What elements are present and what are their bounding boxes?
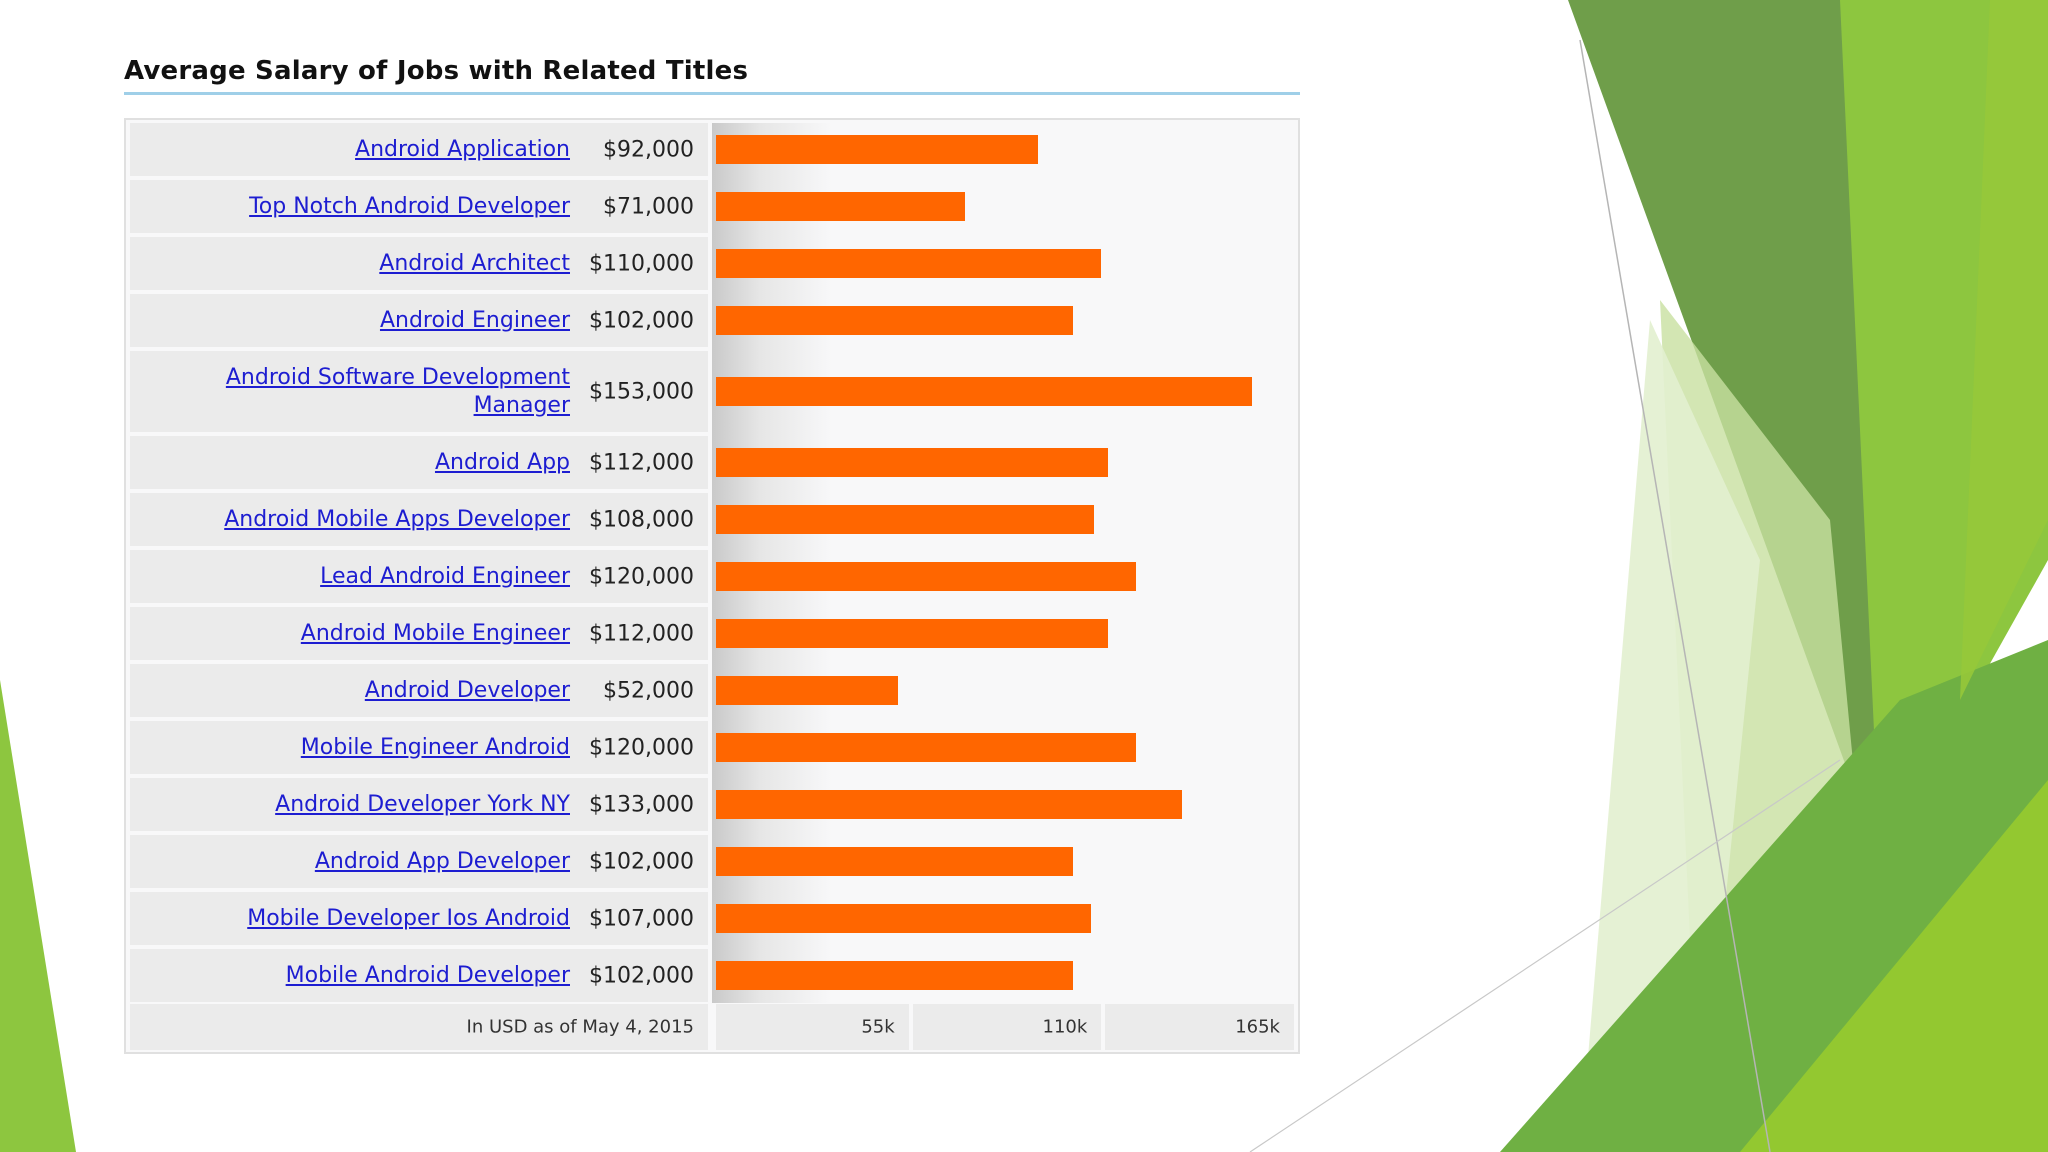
chart-title: Average Salary of Jobs with Related Titl… (124, 56, 749, 86)
salary-table: Android Application $92,000 Top Notch Andr… (124, 118, 1300, 1054)
axis-tick-label: 165k (1235, 1016, 1280, 1038)
job-title-link[interactable]: Mobile Android Developer (285, 962, 570, 988)
salary-bar (716, 306, 1074, 335)
job-title-link[interactable]: Android Software Development Manager (225, 364, 570, 418)
salary-value: $102,000 (589, 849, 694, 874)
salary-value: $71,000 (603, 194, 694, 219)
salary-value: $107,000 (589, 906, 694, 931)
thin-diagonal-line (1579, 39, 1771, 1152)
salary-bar (716, 904, 1091, 933)
job-title-link[interactable]: Mobile Developer Ios Android (247, 905, 570, 931)
axis-tick-label: 110k (1042, 1016, 1088, 1038)
salary-bar (716, 619, 1109, 648)
salary-value: $112,000 (589, 450, 694, 475)
table-row: Android App Developer $102,000 (130, 835, 708, 888)
salary-value: $153,000 (589, 379, 694, 404)
job-title-link[interactable]: Android Mobile Apps Developer (224, 506, 570, 532)
right-edge-lime-shape (1960, 0, 2048, 700)
table-row: Mobile Developer Ios Android $107,000 (130, 892, 708, 945)
salary-bar (716, 847, 1074, 876)
salary-value: $52,000 (603, 678, 694, 703)
table-row: Android App $112,000 (130, 436, 708, 489)
job-title-link[interactable]: Android App (434, 449, 570, 475)
job-title-link[interactable]: Android Engineer (379, 307, 570, 333)
table-row: Lead Android Engineer $120,000 (130, 550, 708, 603)
salary-bar (716, 192, 965, 221)
job-title-link[interactable]: Top Notch Android Developer (249, 193, 570, 219)
right-bottom-lime-shape (1740, 780, 2048, 1152)
axis-tick-cell: 165k (1105, 1004, 1294, 1050)
salary-value: $112,000 (589, 621, 694, 646)
job-title-link[interactable]: Android Developer York NY (275, 791, 570, 817)
table-row: Android Developer York NY $133,000 (130, 778, 708, 831)
table-row: Mobile Android Developer $102,000 (130, 949, 708, 1002)
salary-bar (716, 733, 1137, 762)
axis-tick-cell: 110k (912, 1004, 1102, 1050)
salary-bar (716, 135, 1039, 164)
thin-diagonal-line-2 (1249, 759, 1841, 1152)
job-title-link[interactable]: Android Developer (364, 677, 570, 703)
salary-value: $108,000 (589, 507, 694, 532)
salary-bar (716, 377, 1252, 406)
job-title-link[interactable]: Lead Android Engineer (320, 563, 570, 589)
salary-value: $120,000 (589, 735, 694, 760)
salary-value: $102,000 (589, 308, 694, 333)
table-row: Android Mobile Apps Developer $108,000 (130, 493, 708, 546)
table-row: Android Software Development Manager $153… (130, 351, 708, 432)
footnote-cell: In USD as of May 4, 2015 (130, 1004, 708, 1050)
table-row: Android Developer $52,000 (130, 664, 708, 717)
salary-value: $110,000 (589, 251, 694, 276)
job-title-link[interactable]: Android Application (355, 136, 570, 162)
job-title-link[interactable]: Mobile Engineer Android (300, 734, 570, 760)
axis-tick-label: 55k (861, 1016, 895, 1038)
table-row: Mobile Engineer Android $120,000 (130, 721, 708, 774)
salary-bar (716, 790, 1182, 819)
table-row: Android Architect $110,000 (130, 237, 708, 290)
salary-bar (716, 249, 1102, 278)
job-title-link[interactable]: Android Architect (379, 250, 570, 276)
salary-bar (716, 505, 1095, 534)
job-title-link[interactable]: Android App Developer (314, 848, 570, 874)
table-row: Top Notch Android Developer $71,000 (130, 180, 708, 233)
salary-value: $133,000 (589, 792, 694, 817)
title-underline (124, 92, 1300, 95)
table-row: Android Application $92,000 (130, 123, 708, 176)
table-row: Android Mobile Engineer $112,000 (130, 607, 708, 660)
salary-value: $120,000 (589, 564, 694, 589)
salary-bar (716, 562, 1137, 591)
salary-bar (716, 961, 1074, 990)
job-title-link[interactable]: Android Mobile Engineer (300, 620, 570, 646)
left-green-shape (0, 680, 76, 1152)
salary-bar (716, 676, 899, 705)
salary-bar (716, 448, 1109, 477)
salary-value: $92,000 (603, 137, 694, 162)
axis-tick-cell: 55k (716, 1004, 909, 1050)
table-row: Android Engineer $102,000 (130, 294, 708, 347)
salary-value: $102,000 (589, 963, 694, 988)
footnote-text: In USD as of May 4, 2015 (466, 1016, 694, 1038)
